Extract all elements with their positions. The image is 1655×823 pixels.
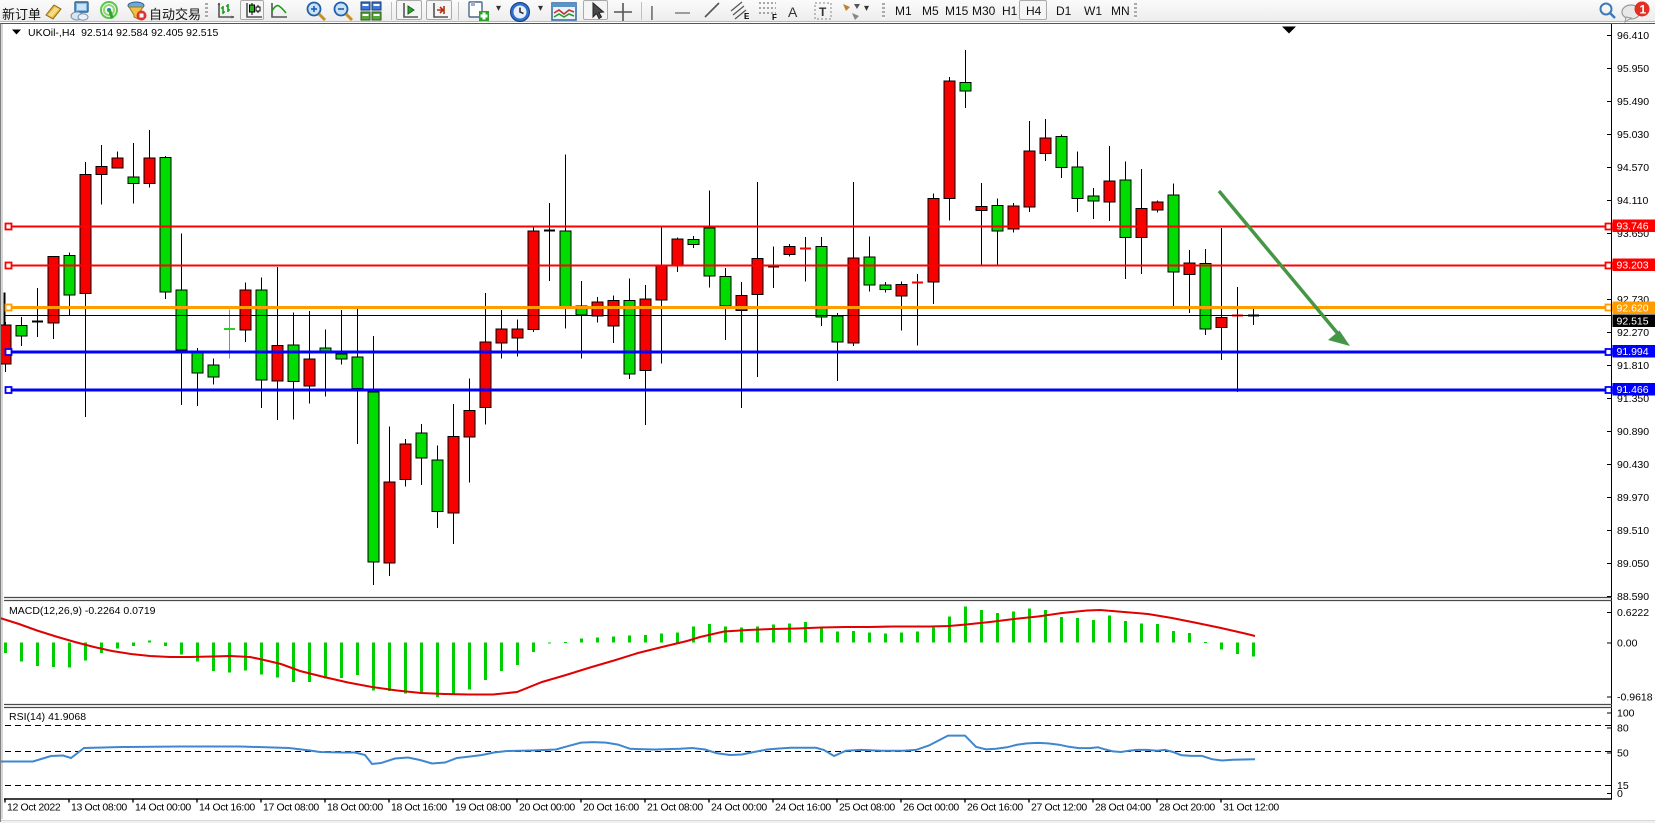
- svg-text:-0.9618: -0.9618: [1617, 692, 1653, 704]
- svg-text:95.030: 95.030: [1617, 129, 1649, 141]
- svg-text:24 Oct 00:00: 24 Oct 00:00: [711, 802, 767, 814]
- svg-text:18 Oct 00:00: 18 Oct 00:00: [327, 802, 383, 814]
- svg-text:28 Oct 04:00: 28 Oct 04:00: [1095, 802, 1151, 814]
- svg-text:MACD(12,26,9) -0.2264 0.0719: MACD(12,26,9) -0.2264 0.0719: [9, 605, 156, 617]
- svg-text:20 Oct 00:00: 20 Oct 00:00: [519, 802, 575, 814]
- svg-text:93.203: 93.203: [1617, 260, 1649, 272]
- svg-text:26 Oct 00:00: 26 Oct 00:00: [903, 802, 959, 814]
- svg-text:80: 80: [1617, 723, 1629, 735]
- svg-text:1: 1: [1640, 3, 1647, 17]
- svg-text:E: E: [744, 12, 750, 21]
- svg-text:12 Oct 2022: 12 Oct 2022: [7, 802, 61, 814]
- svg-text:95.950: 95.950: [1617, 63, 1649, 75]
- svg-text:89.970: 89.970: [1617, 492, 1649, 504]
- svg-text:90.430: 90.430: [1617, 459, 1649, 471]
- svg-text:91.810: 91.810: [1617, 360, 1649, 372]
- svg-text:0.6222: 0.6222: [1617, 607, 1649, 619]
- svg-text:18 Oct 16:00: 18 Oct 16:00: [391, 802, 447, 814]
- svg-text:21 Oct 08:00: 21 Oct 08:00: [647, 802, 703, 814]
- svg-text:19 Oct 08:00: 19 Oct 08:00: [455, 802, 511, 814]
- svg-text:91.994: 91.994: [1617, 346, 1649, 358]
- svg-text:94.570: 94.570: [1617, 162, 1649, 174]
- svg-text:14 Oct 00:00: 14 Oct 00:00: [135, 802, 191, 814]
- svg-text:96.410: 96.410: [1617, 30, 1649, 42]
- svg-text:UKOil-,H4 92.514 92.584 92.40: UKOil-,H4 92.514 92.584 92.405 92.515: [28, 27, 218, 39]
- svg-text:88.590: 88.590: [1617, 591, 1649, 603]
- svg-text:13 Oct 08:00: 13 Oct 08:00: [71, 802, 127, 814]
- svg-text:0: 0: [1617, 788, 1623, 800]
- svg-text:100: 100: [1617, 708, 1635, 720]
- svg-text:50: 50: [1617, 748, 1629, 760]
- svg-text:92.515: 92.515: [1617, 316, 1649, 328]
- svg-text:26 Oct 16:00: 26 Oct 16:00: [967, 802, 1023, 814]
- svg-text:31 Oct 12:00: 31 Oct 12:00: [1223, 802, 1279, 814]
- svg-text:27 Oct 12:00: 27 Oct 12:00: [1031, 802, 1087, 814]
- svg-text:17 Oct 08:00: 17 Oct 08:00: [263, 802, 319, 814]
- svg-text:14 Oct 16:00: 14 Oct 16:00: [199, 802, 255, 814]
- svg-text:91.466: 91.466: [1617, 384, 1649, 396]
- svg-text:92.270: 92.270: [1617, 327, 1649, 339]
- svg-text:24 Oct 16:00: 24 Oct 16:00: [775, 802, 831, 814]
- svg-text:0.00: 0.00: [1617, 638, 1638, 650]
- svg-text:92.620: 92.620: [1617, 303, 1649, 315]
- svg-text:T: T: [819, 5, 827, 19]
- svg-text:F: F: [772, 13, 777, 21]
- svg-text:28 Oct 20:00: 28 Oct 20:00: [1159, 802, 1215, 814]
- svg-text:89.510: 89.510: [1617, 525, 1649, 537]
- svg-text:20 Oct 16:00: 20 Oct 16:00: [583, 802, 639, 814]
- svg-text:95.490: 95.490: [1617, 96, 1649, 108]
- svg-text:90.890: 90.890: [1617, 426, 1649, 438]
- svg-text:94.110: 94.110: [1617, 195, 1648, 207]
- svg-text:25 Oct 08:00: 25 Oct 08:00: [839, 802, 895, 814]
- svg-text:93.746: 93.746: [1617, 221, 1649, 233]
- svg-text:RSI(14) 41.9068: RSI(14) 41.9068: [9, 711, 86, 723]
- svg-text:89.050: 89.050: [1617, 558, 1649, 570]
